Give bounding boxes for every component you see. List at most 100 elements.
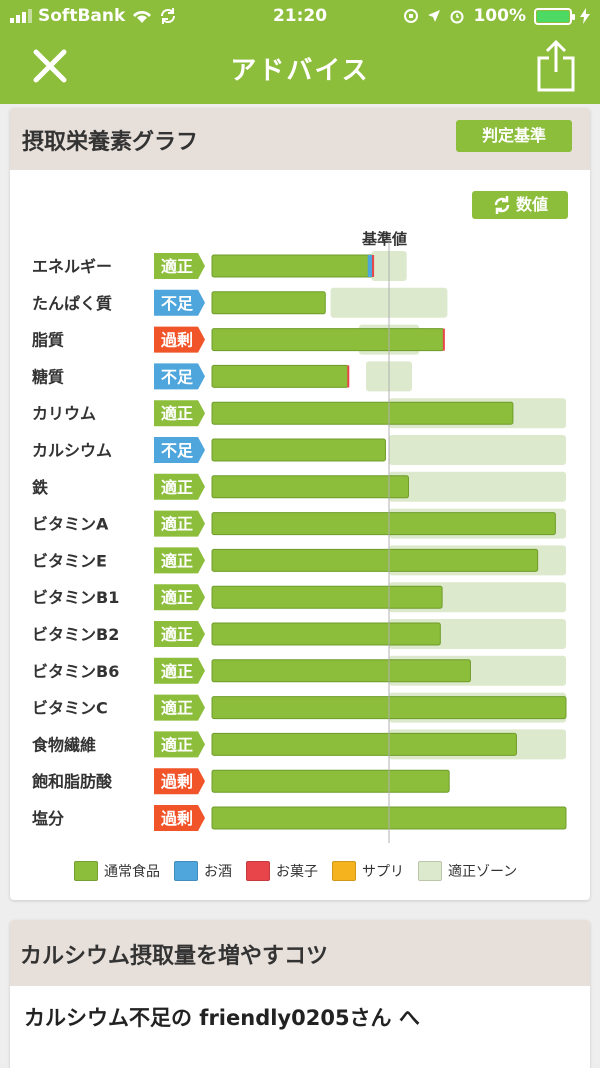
nutrient-label: ビタミンB1	[32, 588, 119, 607]
legend-label: お酒	[204, 864, 232, 880]
legend-item: 通常食品	[74, 861, 160, 881]
food-bar	[211, 769, 450, 793]
status-badge	[154, 621, 205, 647]
tips-title: カルシウム摂取量を増やすコツ	[20, 944, 329, 969]
top-bar: SoftBank 21:20 100% アドバイス	[0, 0, 600, 104]
status-badge-label: 適正	[161, 625, 193, 644]
snack-bar	[442, 328, 445, 351]
legend-item: サプリ	[332, 861, 404, 881]
snack-bar	[372, 255, 375, 277]
sync-icon	[161, 8, 176, 24]
status-badge	[154, 326, 205, 353]
food-bar	[211, 438, 386, 462]
carrier-group: SoftBank	[10, 6, 177, 26]
status-badge-label: 適正	[161, 478, 193, 497]
status-badge-label: 適正	[161, 588, 193, 607]
legend-label: 通常食品	[104, 864, 160, 880]
alcohol-bar	[367, 255, 374, 277]
status-badge-label: 適正	[161, 551, 193, 570]
refresh-icon	[494, 196, 510, 214]
food-bar	[211, 401, 514, 425]
tips-message: カルシウム不足の friendly0205さん へ	[24, 1006, 420, 1030]
legend-label: 適正ゾーン	[448, 864, 518, 880]
legend-swatch	[74, 861, 98, 881]
status-badge	[154, 253, 205, 279]
nutrient-graph-header: 摂取栄養素グラフ 判定基準	[10, 108, 590, 170]
values-toggle-button[interactable]: 数値	[472, 191, 568, 219]
wifi-icon	[133, 10, 152, 23]
status-badge-label: 適正	[161, 257, 193, 276]
food-bar	[211, 732, 517, 756]
legend-label: サプリ	[362, 864, 404, 880]
carrier-name: SoftBank	[38, 6, 126, 26]
nav-bar: アドバイス	[0, 34, 600, 100]
status-right: 100%	[403, 6, 590, 26]
nutrient-label: 糖質	[32, 367, 64, 386]
legend-swatch	[174, 861, 198, 881]
status-badge	[154, 547, 205, 574]
values-toggle-label: 数値	[515, 195, 548, 214]
food-bar	[211, 328, 445, 352]
status-badge	[154, 289, 205, 316]
status-badge	[154, 400, 205, 427]
food-bar	[211, 291, 326, 315]
status-bar: SoftBank 21:20 100%	[0, 0, 600, 34]
status-badge	[154, 510, 205, 537]
status-badge	[154, 768, 205, 795]
close-icon[interactable]	[28, 44, 72, 88]
nutrient-label: ビタミンE	[32, 551, 107, 570]
status-badge	[154, 363, 205, 390]
status-badge-label: 不足	[161, 441, 194, 460]
status-badge-label: 過剰	[160, 331, 193, 350]
signal-icon	[10, 9, 32, 23]
status-badge-label: 不足	[161, 294, 194, 313]
share-icon[interactable]	[534, 40, 578, 92]
page-title: アドバイス	[230, 56, 370, 86]
battery-percent: 100%	[473, 6, 526, 26]
food-bar	[211, 364, 349, 388]
legend-item: お菓子	[246, 861, 318, 881]
food-bar	[211, 659, 471, 683]
legend-swatch	[246, 861, 270, 881]
nutrient-label: ビタミンB6	[32, 662, 119, 681]
status-badge	[154, 584, 205, 611]
status-badge	[154, 694, 205, 721]
food-bar	[211, 475, 409, 499]
zone-bar	[389, 435, 566, 465]
status-badge	[154, 805, 205, 831]
alarm-icon	[450, 10, 464, 24]
battery-icon	[534, 7, 575, 25]
nutrient-label: 塩分	[32, 809, 64, 828]
status-badge-label: 適正	[161, 515, 193, 534]
status-badge-label: 不足	[161, 367, 194, 386]
nutrient-label: エネルギー	[32, 257, 112, 276]
status-badge	[154, 437, 205, 463]
status-badge-label: 適正	[161, 735, 193, 754]
tips-header: カルシウム摂取量を増やすコツ	[10, 920, 590, 986]
food-bar	[211, 585, 443, 609]
status-badge-label: 過剰	[160, 772, 193, 791]
snack-bar	[347, 365, 350, 388]
status-badge	[154, 657, 205, 684]
nutrient-label: カリウム	[32, 404, 96, 423]
status-badge	[154, 473, 205, 500]
status-badge-label: 適正	[161, 699, 193, 718]
status-badge	[154, 731, 205, 758]
food-bar	[211, 512, 556, 536]
nutrient-label: 食物繊維	[31, 735, 96, 754]
reference-value-label: 基準値	[362, 230, 408, 248]
orientation-lock-icon	[404, 9, 419, 23]
food-bar	[211, 254, 374, 278]
food-bar	[211, 622, 441, 646]
nutrient-graph-title: 摂取栄養素グラフ	[22, 130, 199, 155]
location-icon	[428, 10, 441, 22]
status-badge-label: 適正	[161, 662, 193, 681]
status-badge-label: 適正	[161, 404, 193, 423]
criteria-button[interactable]: 判定基準	[456, 120, 572, 152]
legend-swatch	[332, 861, 356, 881]
tips-card: カルシウム摂取量を増やすコツ カルシウム不足の friendly0205さん へ	[10, 920, 590, 1068]
nutrient-label: 飽和脂肪酸	[31, 772, 113, 791]
zone-bar	[389, 471, 566, 502]
nutrient-label: ビタミンB2	[32, 625, 119, 644]
